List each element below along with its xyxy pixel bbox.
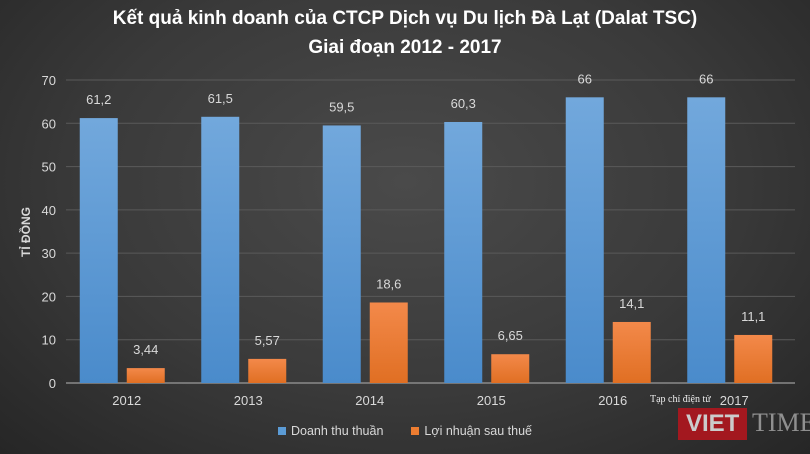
legend-label: Doanh thu thuần xyxy=(290,424,384,438)
bar-revenue xyxy=(687,97,726,384)
bar-profit xyxy=(734,334,773,383)
bar-revenue xyxy=(444,121,483,383)
data-label: 11,1 xyxy=(741,309,765,324)
legend-label: Lợi nhuận sau thuế xyxy=(424,424,533,438)
data-label: 18,6 xyxy=(376,276,401,291)
y-tick-label: 70 xyxy=(42,73,56,88)
bar-revenue xyxy=(322,125,361,383)
data-label: 61,5 xyxy=(208,91,233,106)
legend: Doanh thu thuần Lợi nhuận sau thuế xyxy=(0,424,810,438)
bar-revenue xyxy=(79,118,118,383)
legend-swatch xyxy=(411,427,420,435)
data-label: 60,3 xyxy=(451,96,476,111)
chart-title-line-1: Kết quả kinh doanh của CTCP Dịch vụ Du l… xyxy=(112,8,698,29)
x-tick-label: 2015 xyxy=(477,393,506,408)
y-tick-label: 20 xyxy=(42,289,56,304)
data-label: 14,1 xyxy=(619,296,644,311)
legend-item-profit: Lợi nhuận sau thuế xyxy=(411,424,532,438)
y-tick-label: 10 xyxy=(42,333,56,348)
watermark-brand-left: VIET xyxy=(678,408,748,440)
bar-profit xyxy=(491,354,530,383)
y-tick-label: 60 xyxy=(42,116,56,131)
legend-item-revenue: Doanh thu thuần xyxy=(277,424,384,438)
legend-swatch xyxy=(277,427,286,435)
watermark-tagline: Tạp chí điện tử xyxy=(650,394,711,405)
bar-revenue xyxy=(565,97,604,384)
y-tick-label: 0 xyxy=(49,376,56,391)
bar-profit xyxy=(612,321,651,383)
y-tick-label: 50 xyxy=(42,160,56,175)
watermark-brand-right: TIMES xyxy=(752,408,810,437)
x-tick-label: 2016 xyxy=(598,393,627,408)
x-tick-label: 2012 xyxy=(112,393,141,408)
bar-profit xyxy=(369,302,408,383)
data-label: 3,44 xyxy=(133,342,158,357)
data-label: 66 xyxy=(699,71,713,86)
data-label: 61,2 xyxy=(86,92,111,107)
bar-revenue xyxy=(201,116,240,384)
y-axis-title: TỈ ĐỒNG xyxy=(18,207,33,257)
data-label: 6,65 xyxy=(498,328,523,343)
x-tick-label: 2013 xyxy=(234,393,263,408)
data-label: 59,5 xyxy=(329,99,354,114)
data-label: 66 xyxy=(578,71,592,86)
bar-profit xyxy=(248,358,287,383)
chart-title-line-2: Giai đoạn 2012 - 2017 xyxy=(308,37,502,58)
y-tick-label: 30 xyxy=(42,246,56,261)
y-tick-label: 40 xyxy=(42,203,56,218)
x-tick-label: 2014 xyxy=(355,393,384,408)
data-label: 5,57 xyxy=(255,333,280,348)
viettimes-watermark-logo: Tạp chí điện tử VIET TIMES xyxy=(640,392,810,454)
x-tick-label: 2017 xyxy=(720,393,749,408)
bar-profit xyxy=(126,368,165,383)
